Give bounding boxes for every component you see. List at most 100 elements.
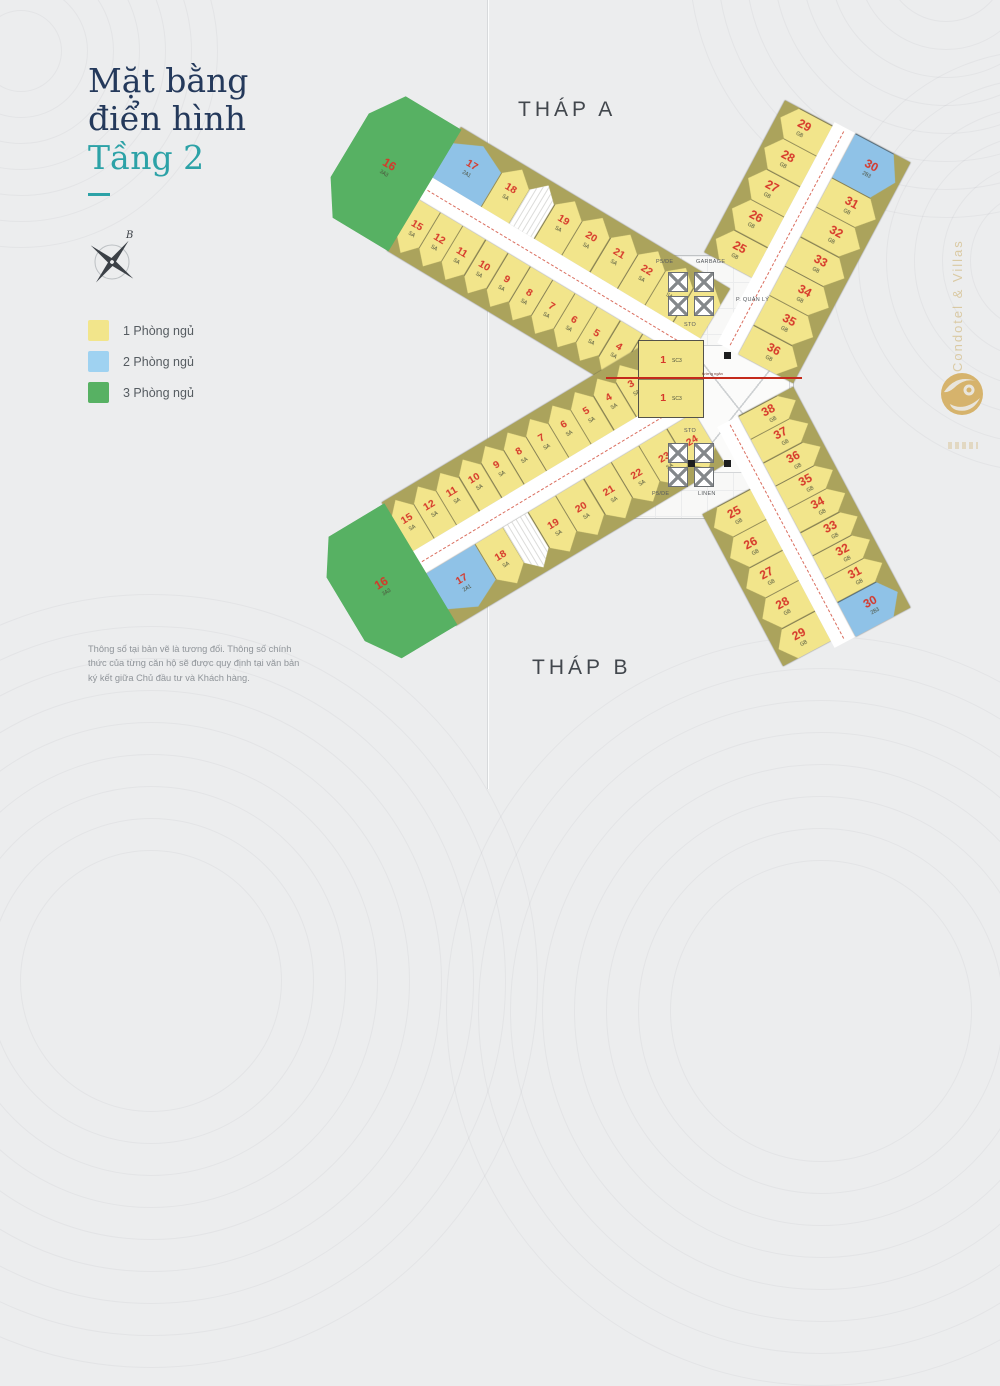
legend-label-1br: 1 Phòng ngủ <box>123 323 194 338</box>
label-garbage: GARBAGE <box>696 259 726 265</box>
column-marker <box>724 352 731 359</box>
unit-type-code: GB <box>781 438 791 448</box>
unit-number: 3 <box>625 377 637 391</box>
page-fold-line <box>487 0 488 789</box>
elevator-icon <box>668 296 688 316</box>
brand-logo-caption <box>948 442 978 449</box>
unit-type-code: SA <box>541 311 551 320</box>
unit-number: 5 <box>590 326 602 341</box>
unit-type-code: SA <box>474 270 484 280</box>
unit-number: 5 <box>580 404 592 418</box>
unit-number: 8 <box>513 445 525 459</box>
unit-type-code: SC3 <box>672 396 682 403</box>
unit-type-code: GB <box>830 531 840 541</box>
unit-type-code: SA <box>564 324 573 334</box>
unit-1-tower-b: 1 SC3 <box>639 379 703 417</box>
label-ps-de-b: P5/DE <box>652 491 670 497</box>
unit-type-code: GB <box>799 639 809 648</box>
legend-swatch-2br <box>88 351 109 372</box>
elevator-icon <box>668 467 688 487</box>
label-linen: LINEN <box>698 491 716 497</box>
unit-type-code: SC3 <box>672 357 682 364</box>
elevator-icon <box>668 443 688 463</box>
unit-type-code: SA <box>451 257 461 266</box>
unit-type-code: SA <box>608 351 618 361</box>
legend-label-2br: 2 Phòng ngủ <box>123 354 194 369</box>
unit-number: 6 <box>568 313 580 327</box>
center-units-block: 1 SC3 1 SC3 <box>638 340 704 418</box>
elevator-icon <box>694 272 714 292</box>
unit-1-tower-a: 1 SC3 <box>639 341 703 380</box>
compass-north-label: B <box>125 230 133 241</box>
unit-type-code: SA <box>564 429 574 438</box>
elevator-icon <box>694 296 714 316</box>
tower-divider-line: tường ngăn <box>606 371 802 379</box>
unit-type-code: SA <box>496 284 506 293</box>
legend-swatch-3br <box>88 382 109 403</box>
unit-type-code: GB <box>805 485 816 495</box>
unit-type-code: SA <box>636 275 646 284</box>
unit-type-code: GB <box>855 578 865 588</box>
unit-number: 4 <box>613 340 625 354</box>
unit-type-code: SA <box>475 483 485 492</box>
unit-type-code: SA <box>452 496 462 506</box>
unit-type-code: SA <box>637 479 647 488</box>
unit-number: 6 <box>558 418 570 432</box>
legend-item-3br: 3 Phòng ngủ <box>88 382 194 403</box>
elevator-icon <box>668 272 688 292</box>
unit-type-code: SA <box>554 529 564 538</box>
tower-b-label: THÁP B <box>532 656 632 679</box>
elevator-icon <box>694 467 714 487</box>
title-line-1: Mặt bằng <box>88 61 249 100</box>
unit-number: 7 <box>545 299 558 314</box>
unit-type-code: GB <box>793 462 803 471</box>
unit-type-code: SA <box>609 402 619 412</box>
unit-type-code: SA <box>581 241 591 251</box>
legend-swatch-1br <box>88 320 109 341</box>
unit-type-code: SA <box>407 230 416 239</box>
divider-note: tường ngăn <box>702 371 723 376</box>
title-dash <box>88 192 110 196</box>
tower-a-label: THÁP A <box>518 98 617 121</box>
unit-type-code: GB <box>767 578 777 588</box>
label-sto-b: STO <box>684 428 697 434</box>
unit-number: 1 <box>660 353 667 366</box>
unit-type-code: GB <box>818 508 828 518</box>
unit-type-code: GB <box>750 548 761 557</box>
unit-type-code: SA <box>497 469 507 479</box>
unit-type-code: SA <box>609 495 619 505</box>
column-marker <box>724 460 731 467</box>
unit-type-code: SA <box>587 415 597 425</box>
unit-number: 9 <box>501 272 513 287</box>
unit-type-code: SA <box>520 456 529 465</box>
floor-label: Tầng 2 <box>88 137 205 177</box>
column-marker <box>688 460 695 467</box>
unit-type-code: SA <box>609 258 618 268</box>
legend-item-1br: 1 Phòng ngủ <box>88 320 194 341</box>
unit-type-code: GB <box>768 415 779 425</box>
unit-number: 4 <box>603 391 615 405</box>
label-sto-a: STO <box>684 322 697 328</box>
disclaimer-text: Thông số tại bản vẽ là tương đối. Thông … <box>88 644 300 683</box>
unit-type-code: GB <box>783 608 793 618</box>
unit-number: 7 <box>535 431 548 445</box>
unit-type-code: SA <box>586 338 596 347</box>
brand-logo-icon <box>936 368 988 425</box>
compass-icon: B <box>82 226 144 293</box>
page-title: Mặt bằng điển hình Tầng 2 <box>88 61 249 196</box>
brand-vertical-text: Condotel & Villas <box>950 239 965 372</box>
label-ps-de-a: P5/DE <box>656 259 674 265</box>
unit-type-code: SA <box>500 193 510 202</box>
unit-type-code: SA <box>501 560 511 570</box>
legend-label-3br: 3 Phòng ngủ <box>123 385 194 400</box>
unit-number: 8 <box>523 286 535 300</box>
unit-type-code: SA <box>553 225 563 234</box>
unit-type-code: GB <box>842 555 853 564</box>
unit-type-code: SA <box>407 523 417 533</box>
title-line-2: điển hình <box>88 99 247 139</box>
unit-type-code: SA <box>582 512 591 521</box>
unit-number: 9 <box>491 458 503 472</box>
unit-type-code: SA <box>430 510 440 519</box>
unit-type-code: GB <box>734 517 744 527</box>
unit-type-code: SA <box>542 442 552 452</box>
